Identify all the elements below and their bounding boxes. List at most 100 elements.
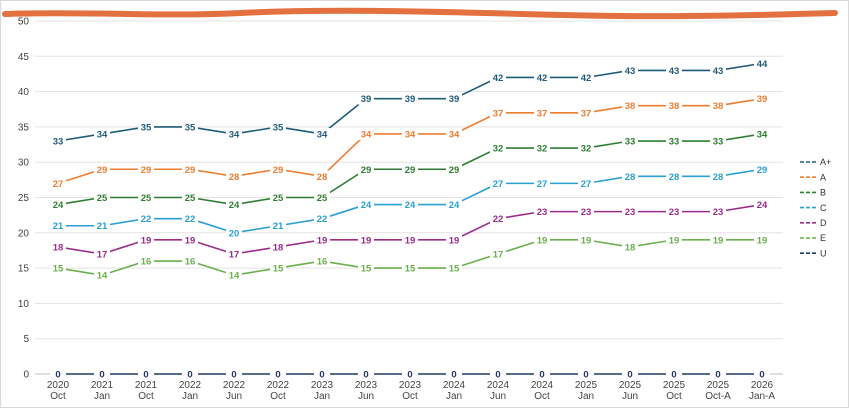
x-tick-sublabel: Jan — [578, 391, 594, 402]
data-label-bg — [534, 177, 550, 190]
data-label: 16 — [185, 257, 196, 268]
legend-label: A — [820, 172, 826, 182]
y-tick-label: 25 — [18, 193, 30, 204]
data-label-bg — [94, 368, 110, 380]
x-tick-sublabel: Oct-A — [705, 391, 731, 402]
data-label: 39 — [361, 94, 372, 105]
data-label-bg — [50, 177, 66, 190]
data-label: 21 — [53, 221, 64, 232]
data-label: 29 — [97, 165, 108, 176]
data-label-bg — [578, 71, 594, 84]
series-line — [57, 203, 763, 255]
y-tick-label: 15 — [18, 264, 30, 275]
data-label: 0 — [759, 370, 764, 381]
data-label: 33 — [713, 137, 724, 148]
data-label: 25 — [273, 193, 284, 204]
data-label: 16 — [141, 257, 152, 268]
data-label-bg — [182, 120, 198, 133]
data-label-bg — [94, 127, 110, 140]
data-label-bg — [446, 92, 462, 105]
data-label: 24 — [449, 200, 460, 211]
data-label-bg — [710, 170, 726, 183]
x-tick-label: 2024 — [531, 380, 554, 391]
legend-label: U — [820, 248, 827, 258]
data-label-bg — [138, 120, 154, 133]
data-label-bg — [182, 233, 198, 246]
data-label-bg — [270, 163, 286, 176]
data-label: 29 — [757, 165, 768, 176]
data-label-bg — [490, 106, 506, 119]
x-tick-label: 2023 — [355, 380, 378, 391]
data-label: 39 — [757, 94, 768, 105]
data-label-bg — [270, 240, 286, 253]
data-label-bg — [182, 191, 198, 204]
legend-item: A+ — [800, 157, 831, 167]
data-label-bg — [270, 191, 286, 204]
x-tick-label: 2025 — [707, 380, 730, 391]
legend-item: U — [800, 248, 827, 258]
data-label-bg — [578, 142, 594, 155]
data-label: 42 — [493, 73, 504, 84]
x-tick-label: 2020 — [47, 380, 70, 391]
data-label-bg — [226, 127, 242, 140]
data-label: 37 — [581, 108, 592, 119]
data-label: 14 — [97, 271, 108, 282]
data-label: 37 — [493, 108, 504, 119]
data-label: 43 — [713, 66, 724, 77]
data-label: 27 — [581, 179, 592, 190]
data-label: 19 — [449, 235, 460, 246]
data-label-bg — [182, 212, 198, 225]
data-label-bg — [578, 106, 594, 119]
data-label-bg — [446, 262, 462, 275]
series-a-plus: 33 34 35 35 34 35 34 39 39 39 42 42 42 43 43 43 44 — [50, 57, 770, 148]
data-label-bg — [50, 368, 66, 380]
data-label: 0 — [275, 370, 280, 381]
data-label: 32 — [493, 144, 504, 155]
series-group: 33 34 35 35 34 35 34 39 39 39 42 42 42 43 43 43 44 27 29 29… — [50, 57, 770, 381]
x-tick-sublabel: Oct — [138, 391, 154, 402]
data-label-bg — [666, 368, 682, 380]
data-label-bg — [754, 233, 770, 246]
data-label: 0 — [715, 370, 720, 381]
data-label: 33 — [53, 137, 64, 148]
data-label-bg — [402, 233, 418, 246]
data-label: 15 — [361, 264, 372, 275]
data-label: 24 — [361, 200, 372, 211]
data-label: 23 — [625, 207, 636, 218]
x-tick-label: 2021 — [135, 380, 158, 391]
data-label-bg — [490, 177, 506, 190]
data-label: 0 — [231, 370, 236, 381]
series-d: 18 17 19 19 17 18 19 19 19 19 22 23 23 23 23 23 24 — [50, 198, 770, 260]
data-label-bg — [402, 368, 418, 380]
data-label-bg — [358, 262, 374, 275]
data-label: 34 — [757, 129, 768, 140]
data-label: 19 — [581, 235, 592, 246]
x-tick-sublabel: Oct — [666, 391, 682, 402]
data-label-bg — [50, 240, 66, 253]
data-label-bg — [50, 198, 66, 211]
data-label: 23 — [537, 207, 548, 218]
data-label-bg — [710, 64, 726, 77]
y-tick-label: 30 — [18, 158, 30, 169]
data-label-bg — [226, 198, 242, 211]
data-label-bg — [358, 368, 374, 380]
data-label-bg — [622, 170, 638, 183]
series-a: 27 29 29 29 28 29 28 34 34 34 37 37 37 38 38 38 39 — [50, 92, 770, 190]
x-tick-sublabel: Jan — [314, 391, 330, 402]
data-label: 33 — [625, 137, 636, 148]
data-label: 19 — [537, 235, 548, 246]
data-label: 21 — [273, 221, 284, 232]
data-label-bg — [490, 142, 506, 155]
data-label-bg — [358, 92, 374, 105]
data-label-bg — [314, 368, 330, 380]
data-label: 19 — [141, 235, 152, 246]
data-label-bg — [314, 127, 330, 140]
data-label-bg — [666, 205, 682, 218]
data-label: 0 — [583, 370, 588, 381]
data-label: 19 — [669, 235, 680, 246]
data-label-bg — [754, 163, 770, 176]
data-label-bg — [182, 163, 198, 176]
data-label-bg — [314, 212, 330, 225]
data-label: 19 — [405, 235, 416, 246]
data-label: 24 — [757, 200, 768, 211]
